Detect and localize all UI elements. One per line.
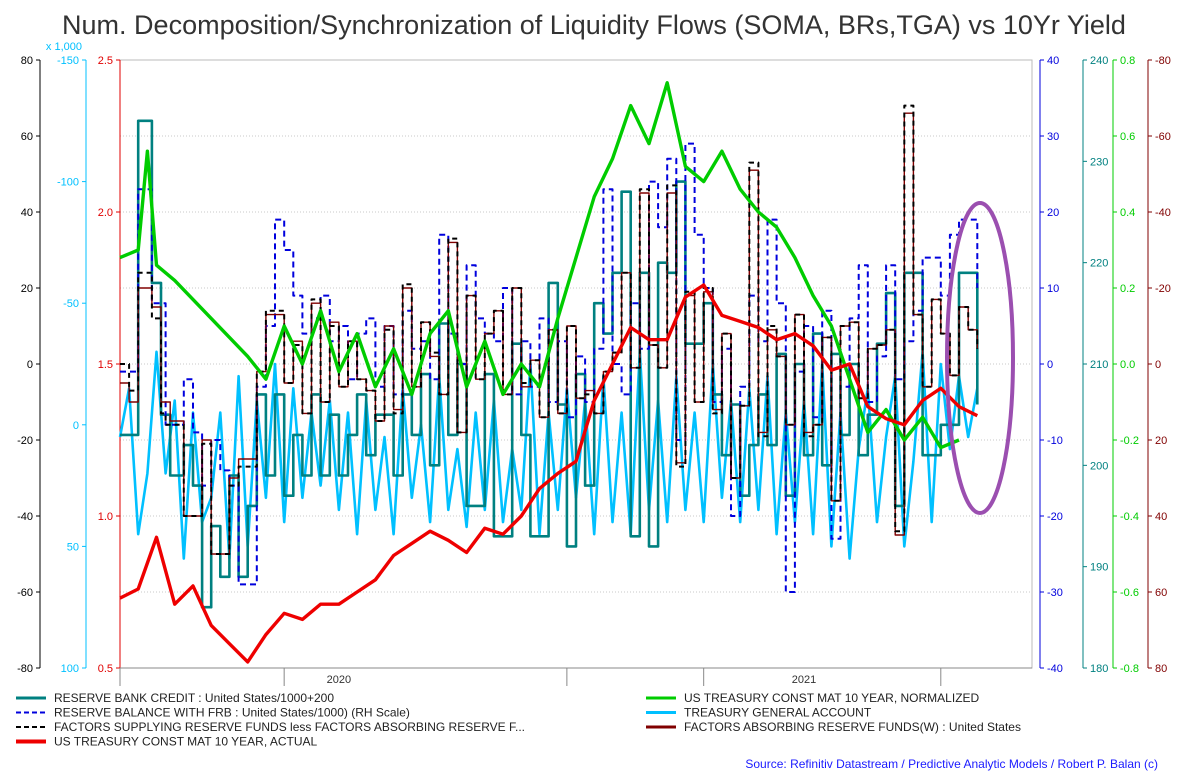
annotation-ellipse <box>945 201 1015 515</box>
axis-tick-label-a6: -0.2 <box>1120 435 1139 447</box>
axis-tick-label-a4: 40 <box>1047 55 1059 67</box>
axis-tick-label-a4: 20 <box>1047 207 1059 219</box>
axis-tick-label-a2: -50 <box>63 298 79 310</box>
axis-tick-label-a6: 0.6 <box>1120 131 1135 143</box>
axis-tick-label-a6: 0.0 <box>1120 359 1135 371</box>
series-line-us-treasury-const-mat-10-year-actual <box>119 283 979 664</box>
axis-tick-label-a5: 190 <box>1090 562 1108 574</box>
axis-tick-label-a3: 2.0 <box>98 207 113 219</box>
axis-tick-label-a1: 40 <box>21 207 33 219</box>
axis-tick-label-a1: 80 <box>21 55 33 67</box>
axis-tick-label-a4: -20 <box>1047 511 1063 523</box>
axis-tick-label-a3: 0.5 <box>98 663 113 675</box>
axis-tick-label-a1: -40 <box>17 511 33 523</box>
axis-tick-label-a7: 80 <box>1155 663 1167 675</box>
axis-tick-label-a4: -10 <box>1047 435 1063 447</box>
axis-tick-label-a5: 230 <box>1090 156 1108 168</box>
chart-title: Num. Decomposition/Synchronization of Li… <box>62 10 1126 40</box>
x-tick-label: 2020 <box>327 674 351 686</box>
source-credit: Source: Refinitiv Datastream / Predictiv… <box>745 757 1158 771</box>
axis-unit-label: x 1,000 <box>46 41 82 53</box>
legend-label: RESERVE BANK CREDIT : United States/1000… <box>54 691 334 705</box>
axis-tick-label-a5: 200 <box>1090 460 1108 472</box>
axis-tick-label-a7: 0 <box>1155 359 1161 371</box>
legend-label: FACTORS ABSORBING RESERVE FUNDS(W) : Uni… <box>684 720 1021 734</box>
legend-label: US TREASURY CONST MAT 10 YEAR, ACTUAL <box>54 735 318 749</box>
axis-tick-label-a4: 10 <box>1047 283 1059 295</box>
axis-tick-label-a1: -60 <box>17 587 33 599</box>
axis-tick-label-a1: 60 <box>21 131 33 143</box>
series-line-us-treasury-const-mat-10-year-normalized <box>119 81 960 450</box>
axis-tick-label-a4: 0 <box>1047 359 1053 371</box>
axis-tick-label-a2: -150 <box>57 55 79 67</box>
axis-tick-label-a7: -60 <box>1155 131 1171 143</box>
axis-tick-label-a1: 20 <box>21 283 33 295</box>
axis-tick-label-a2: 100 <box>61 663 79 675</box>
axis-tick-label-a6: 0.4 <box>1120 207 1135 219</box>
axis-tick-label-a5: 180 <box>1090 663 1108 675</box>
axis-tick-label-a3: 2.5 <box>98 55 113 67</box>
axis-tick-label-a4: 30 <box>1047 131 1059 143</box>
axis-tick-label-a7: -40 <box>1155 207 1171 219</box>
legend-label: RESERVE BALANCE WITH FRB : United States… <box>54 706 410 720</box>
axis-tick-label-a5: 240 <box>1090 55 1108 67</box>
axis-tick-label-a1: -20 <box>17 435 33 447</box>
series-line-factors-supplying-reserve-funds-less-factors-absorbing-reserve-f <box>120 104 979 555</box>
x-tick-label: 2021 <box>792 674 816 686</box>
axis-tick-label-a7: 60 <box>1155 587 1167 599</box>
axis-tick-label-a6: -0.4 <box>1120 511 1139 523</box>
legend-label: TREASURY GENERAL ACCOUNT <box>684 706 872 720</box>
axis-tick-label-a2: -100 <box>57 177 79 189</box>
axis-tick-label-a6: 0.8 <box>1120 55 1135 67</box>
axis-tick-label-a1: 0 <box>27 359 33 371</box>
axis-tick-label-a1: -80 <box>17 663 33 675</box>
axis-tick-label-a4: -40 <box>1047 663 1063 675</box>
legend-label: US TREASURY CONST MAT 10 YEAR, NORMALIZE… <box>684 691 980 705</box>
axis-tick-label-a2: 0 <box>73 420 79 432</box>
axis-tick-label-a4: -30 <box>1047 587 1063 599</box>
axis-tick-label-a5: 220 <box>1090 258 1108 270</box>
axis-tick-label-a7: -20 <box>1155 283 1171 295</box>
axis-tick-label-a7: 40 <box>1155 511 1167 523</box>
axis-tick-label-a5: 210 <box>1090 359 1108 371</box>
series-line-reserve-bank-credit-united-states-1000-200 <box>120 119 979 609</box>
axis-tick-label-a6: 0.2 <box>1120 283 1135 295</box>
axis-tick-label-a2: 50 <box>67 541 79 553</box>
axis-tick-label-a7: 20 <box>1155 435 1167 447</box>
axis-tick-label-a6: -0.6 <box>1120 587 1139 599</box>
axis-tick-label-a3: 1.5 <box>98 359 113 371</box>
legend-label: FACTORS SUPPLYING RESERVE FUNDS less FAC… <box>54 720 525 734</box>
axis-tick-label-a3: 1.0 <box>98 511 113 523</box>
axis-tick-label-a7: -80 <box>1155 55 1171 67</box>
axis-tick-label-a6: -0.8 <box>1120 663 1139 675</box>
